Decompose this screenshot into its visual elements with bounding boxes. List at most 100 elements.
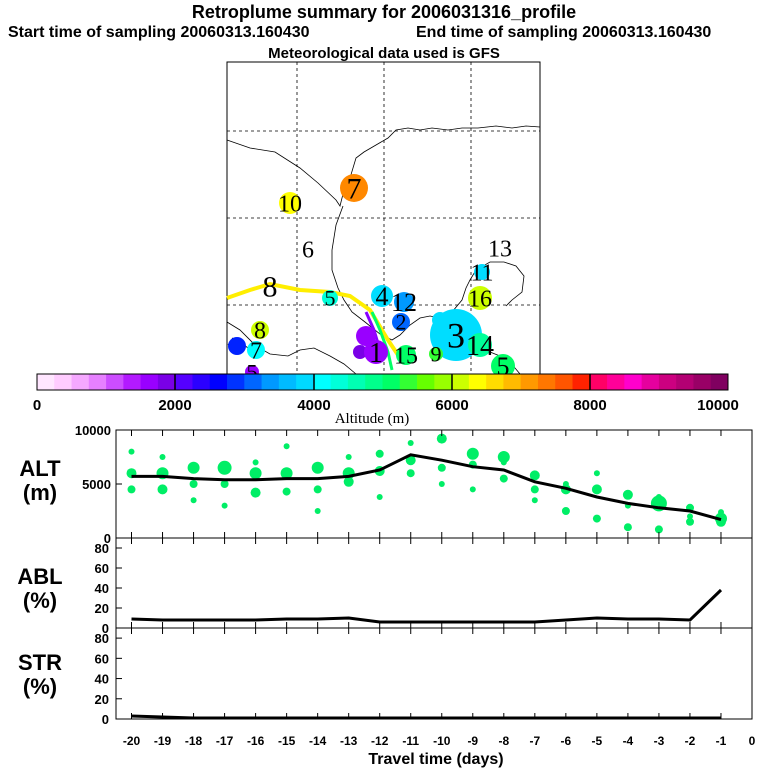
day-label: 5 <box>325 286 336 311</box>
colorbar-cell <box>520 374 539 390</box>
colorbar-cell <box>140 374 159 390</box>
altitude-cluster-point <box>220 480 229 488</box>
x-tick-label: -11 <box>402 734 419 748</box>
colorbar-cell <box>365 374 383 390</box>
colorbar-axis-label: Altitude (m) <box>335 411 410 427</box>
altitude-cluster-point <box>405 455 416 466</box>
plume-position-circle <box>356 326 376 346</box>
plume-position-circle <box>228 337 246 355</box>
alt-y-tick-label: 0 <box>104 531 111 546</box>
plume-position-circle <box>468 286 492 310</box>
meteorological-data-label: Meteorological data used is GFS <box>268 45 500 62</box>
altitude-cluster-point <box>128 448 135 455</box>
altitude-cluster-point <box>311 461 324 474</box>
altitude-cluster-point <box>529 470 540 481</box>
colorbar-cell <box>106 374 124 390</box>
colorbar-cell <box>434 374 452 390</box>
altitude-cluster-point <box>282 487 291 496</box>
colorbar-tick-label: 8000 <box>573 397 606 414</box>
day-label: 8 <box>263 271 278 304</box>
plume-position-circle <box>353 345 367 359</box>
str-y-tick-label: 0 <box>102 712 109 727</box>
altitude-cluster-point <box>622 489 633 500</box>
day-label: 3 <box>447 316 465 356</box>
colorbar-cell <box>88 374 107 390</box>
plume-position-circle <box>468 333 492 357</box>
altitude-cluster-point <box>469 486 476 493</box>
colorbar-cell <box>572 374 591 390</box>
plume-position-circle <box>364 340 388 364</box>
day-label: 14 <box>466 331 494 362</box>
str-y-tick-label: 60 <box>95 651 109 666</box>
altitude-cluster-point <box>497 451 510 463</box>
colorbar-cell <box>710 374 729 390</box>
day-label: 5 <box>247 360 258 385</box>
alt-y-tick-label: 5000 <box>82 477 111 492</box>
abl-y-tick-label: 80 <box>95 541 109 556</box>
abl-panel: ABL (%) 0 20 40 60 80 <box>17 537 753 636</box>
x-axis: -20 -19 -18 -17 -16 -15 -14 -13 -12 -11 -10 -9 -8 -7-… <box>123 430 756 768</box>
colorbar-cell <box>157 374 176 390</box>
colorbar-cell <box>399 374 418 390</box>
altitude-cluster-point <box>655 494 662 500</box>
x-tick-label: -14 <box>309 734 327 748</box>
altitude-cluster-point <box>159 454 166 460</box>
x-tick-label: -4 <box>623 734 634 748</box>
colorbar-cell <box>468 374 487 390</box>
colorbar-cell <box>555 374 573 390</box>
x-tick-label: -20 <box>123 734 141 748</box>
altitude-cluster-point <box>343 476 354 487</box>
abl-y-tick-label: 40 <box>95 581 109 596</box>
plume-position-circle <box>322 290 338 306</box>
colorbar-tick-label: 10000 <box>697 397 739 414</box>
colorbar-cell <box>486 374 504 390</box>
colorbar-tick-label: 4000 <box>297 397 330 414</box>
colorbar-cell <box>607 374 625 390</box>
altitude-cluster-point <box>345 454 352 460</box>
altitude-cluster-point <box>190 497 197 504</box>
colorbar-cell <box>192 374 211 390</box>
colorbar-tick-label: 6000 <box>435 397 468 414</box>
colorbar-cell <box>503 374 522 390</box>
altitude-cluster-point <box>217 460 232 475</box>
colorbar-cell <box>658 374 677 390</box>
plume-position-circle <box>491 354 515 378</box>
str-line <box>131 714 721 720</box>
x-tick-label: -18 <box>185 734 203 748</box>
altitude-cluster-point <box>252 459 259 466</box>
colorbar-cell <box>261 374 280 390</box>
altitude-cluster-point <box>250 487 261 498</box>
altitude-cluster-point <box>406 469 415 478</box>
colorbar-cell <box>123 374 142 390</box>
alt-panel: ALT (m) 0 5000 10000 <box>19 423 753 546</box>
colorbar-tick-label: 2000 <box>158 397 191 414</box>
day-label: 2 <box>396 310 407 335</box>
colorbar-cell <box>37 374 55 390</box>
x-tick-label: -9 <box>467 734 478 748</box>
end-time-label: End time of sampling 20060313.160430 <box>416 24 712 41</box>
day-label: 13 <box>488 236 512 262</box>
x-tick-label: -2 <box>685 734 696 748</box>
plume-position-circle <box>392 313 410 331</box>
colorbar-cell <box>244 374 262 390</box>
altitude-cluster-point <box>189 480 198 488</box>
day-label: 6 <box>302 237 314 263</box>
map-circles <box>228 174 515 379</box>
x-tick-label: -7 <box>529 734 540 748</box>
colorbar-cell <box>71 374 90 390</box>
plume-position-circle <box>429 347 443 361</box>
day-label: 4 <box>376 282 389 311</box>
altitude-cluster-point <box>687 513 693 520</box>
abl-y-tick-label: 0 <box>102 621 109 636</box>
x-tick-label: 0 <box>749 734 756 748</box>
x-tick-label: -12 <box>371 734 389 748</box>
altitude-cluster-point <box>530 485 539 494</box>
colorbar-cell <box>313 374 332 390</box>
plume-position-circle <box>247 341 265 359</box>
altitude-cluster-point <box>283 443 290 450</box>
altitude-cluster-point <box>623 523 632 532</box>
str-y-tick-label: 80 <box>95 631 109 646</box>
plume-track-green <box>370 311 394 371</box>
abl-panel-label: ABL <box>17 564 62 589</box>
colorbar-cell <box>278 374 297 390</box>
